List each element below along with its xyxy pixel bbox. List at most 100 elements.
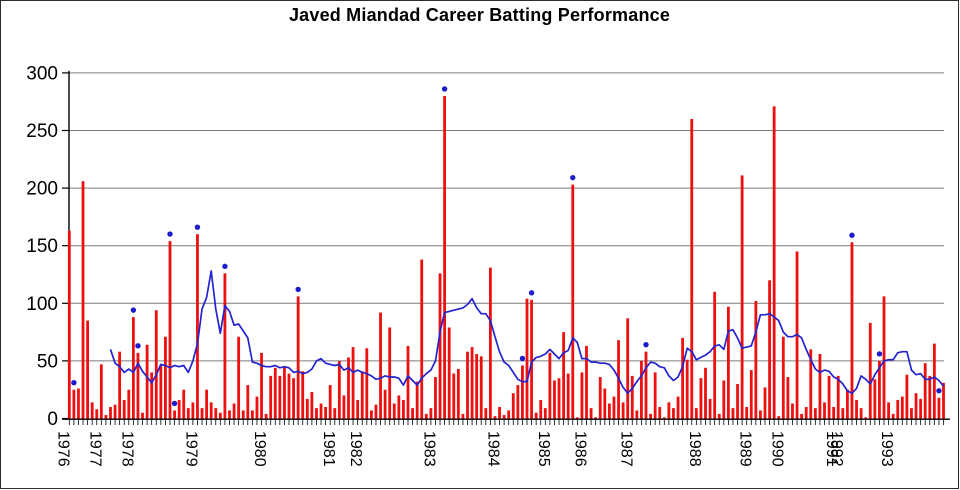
bar xyxy=(287,373,291,419)
bar xyxy=(86,320,90,419)
bar xyxy=(685,359,689,419)
bar xyxy=(585,345,588,419)
year-label: 1988 xyxy=(686,431,703,467)
bar xyxy=(351,347,355,419)
bar xyxy=(557,378,561,419)
bar xyxy=(95,409,99,419)
chart-title: Javed Miandad Career Batting Performance xyxy=(288,5,671,25)
bar xyxy=(704,367,707,419)
bar xyxy=(621,402,625,419)
not-out-dot xyxy=(570,174,576,181)
bar xyxy=(626,318,630,419)
bar xyxy=(356,400,360,419)
bar xyxy=(900,396,904,419)
bar xyxy=(878,360,881,419)
bar xyxy=(186,408,190,419)
bar xyxy=(836,375,840,419)
bar xyxy=(644,351,648,419)
bar xyxy=(406,345,410,419)
bar xyxy=(809,349,813,419)
bar xyxy=(635,410,639,419)
bar xyxy=(447,327,451,419)
bar xyxy=(749,370,753,419)
bar xyxy=(411,408,414,419)
bar xyxy=(241,410,245,419)
bar xyxy=(736,383,739,419)
bar xyxy=(246,385,250,419)
not-out-dot xyxy=(71,380,77,386)
bar xyxy=(182,389,186,419)
year-label: 1979 xyxy=(182,431,199,467)
not-out-dot xyxy=(643,341,649,348)
bar xyxy=(937,397,941,419)
bar xyxy=(932,343,936,419)
bar xyxy=(548,352,552,419)
bar xyxy=(543,408,547,419)
bar xyxy=(786,377,790,419)
year-label: 1982 xyxy=(347,431,364,467)
bar xyxy=(177,400,181,419)
bar xyxy=(159,365,163,419)
bar xyxy=(475,353,479,419)
bar xyxy=(571,184,575,419)
bar xyxy=(168,241,172,419)
bar xyxy=(438,273,442,419)
year-label: 1991 xyxy=(823,431,840,467)
bar xyxy=(402,400,405,419)
bar xyxy=(237,336,241,419)
bar xyxy=(67,230,71,419)
bar xyxy=(296,296,300,419)
bar xyxy=(374,404,378,419)
bar xyxy=(342,395,346,419)
bar xyxy=(388,327,392,419)
y-axis-label: 100 xyxy=(26,294,58,315)
bar xyxy=(791,403,794,419)
year-label: 1980 xyxy=(251,431,268,467)
year-label: 1976 xyxy=(54,431,71,467)
bar xyxy=(502,415,506,419)
y-axis-label: 150 xyxy=(26,236,58,257)
bar xyxy=(141,412,144,419)
bar xyxy=(534,412,538,419)
y-axis-label: 50 xyxy=(37,351,58,372)
year-label: 1992 xyxy=(828,431,845,467)
not-out-dot xyxy=(936,388,942,394)
bar xyxy=(914,393,918,419)
bar xyxy=(525,298,529,419)
not-out-dot xyxy=(295,286,301,293)
bar xyxy=(864,417,868,419)
bar xyxy=(804,406,808,419)
bar xyxy=(511,393,515,419)
bar xyxy=(214,408,218,419)
bar xyxy=(347,357,350,419)
bar xyxy=(260,352,263,419)
bar xyxy=(516,385,520,419)
bar xyxy=(740,175,744,419)
bar xyxy=(392,403,396,419)
bar xyxy=(873,379,877,419)
bar xyxy=(640,360,643,419)
bar xyxy=(365,348,369,419)
not-out-dot xyxy=(849,232,855,238)
bar xyxy=(305,398,309,419)
bar xyxy=(452,373,456,419)
bar xyxy=(250,410,254,419)
bar xyxy=(415,381,419,419)
year-label: 1985 xyxy=(535,431,552,467)
avg-line xyxy=(109,270,945,395)
bar xyxy=(205,389,209,419)
bar xyxy=(768,280,771,419)
bar xyxy=(397,395,401,419)
bar xyxy=(218,412,222,419)
bar xyxy=(301,371,305,419)
not-out-dot xyxy=(194,224,201,230)
bar xyxy=(681,337,685,419)
bar xyxy=(813,408,817,419)
bar xyxy=(310,392,314,419)
bar xyxy=(859,408,863,419)
bar xyxy=(383,389,387,419)
bar xyxy=(369,410,373,419)
bar xyxy=(150,372,154,419)
bar xyxy=(488,267,492,419)
